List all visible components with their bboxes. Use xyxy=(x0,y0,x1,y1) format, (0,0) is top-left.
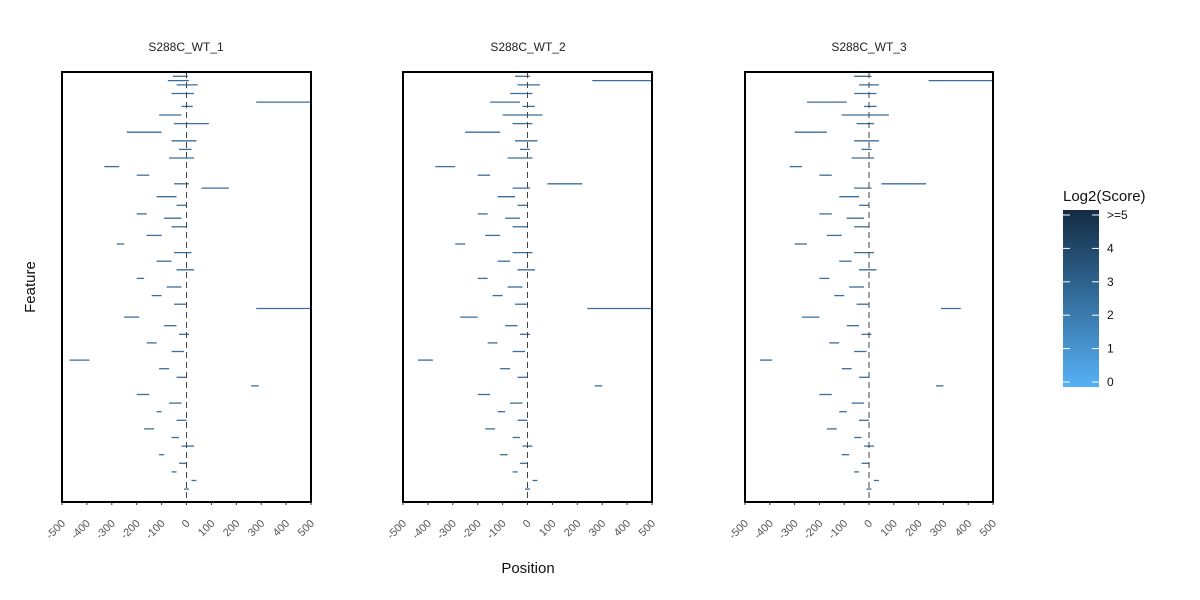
x-tick-label: 100 xyxy=(537,518,558,539)
x-tick-label: 500 xyxy=(637,518,658,539)
panel-2-segments xyxy=(417,75,652,490)
legend-title: Log2(Score) xyxy=(1063,188,1146,205)
x-tick-label: -500 xyxy=(385,518,409,542)
x-tick-label: 400 xyxy=(271,518,292,539)
x-tick-label: 300 xyxy=(928,518,949,539)
x-tick-label: -100 xyxy=(826,518,850,542)
panel-title-2: S288C_WT_2 xyxy=(490,40,566,54)
x-tick-label: -400 xyxy=(69,518,93,542)
x-tick-label: 100 xyxy=(878,518,899,539)
x-tick-label: -100 xyxy=(485,518,509,542)
y-axis-title: Feature xyxy=(22,261,39,313)
x-tick-label: 200 xyxy=(562,518,583,539)
legend-label: 1 xyxy=(1107,342,1114,356)
x-tick-label: -200 xyxy=(460,518,484,542)
panel-title-1: S288C_WT_1 xyxy=(148,40,224,54)
color-legend: Log2(Score) >=5 4 3 2 1 0 xyxy=(1063,188,1146,389)
panel-2: S288C_WT_2 -500 -400 -300 -200 -100 0 100 200 30… xyxy=(385,40,658,542)
legend-ticks: >=5 4 3 2 1 0 xyxy=(1063,208,1128,389)
x-tick-label: 100 xyxy=(196,518,217,539)
legend-label: 2 xyxy=(1107,308,1114,322)
panel-1-segments xyxy=(69,75,311,490)
x-tick-label: -400 xyxy=(410,518,434,542)
x-tick-label: 0 xyxy=(862,518,875,531)
panel-3-segments xyxy=(759,75,993,490)
x-tick-label: 200 xyxy=(221,518,242,539)
x-tick-label: -500 xyxy=(44,518,68,542)
panel-2-x-ticks: -500 -400 -300 -200 -100 0 100 200 300 400 500 xyxy=(385,502,658,542)
panel-title-3: S288C_WT_3 xyxy=(831,40,907,54)
x-tick-label: 0 xyxy=(180,518,193,531)
x-axis-title: Position xyxy=(501,560,554,577)
legend-colorbar xyxy=(1063,210,1099,387)
x-tick-label: -300 xyxy=(435,518,459,542)
legend-label: 0 xyxy=(1107,375,1114,389)
legend-label: 3 xyxy=(1107,275,1114,289)
panel-3: S288C_WT_3 -500 -400 -300 -200 -100 0 100 200 30… xyxy=(727,40,999,542)
x-tick-label: 200 xyxy=(903,518,924,539)
x-tick-label: 500 xyxy=(978,518,999,539)
x-tick-label: -200 xyxy=(801,518,825,542)
panel-3-x-ticks: -500 -400 -300 -200 -100 0 100 200 300 400 500 xyxy=(727,502,999,542)
panel-1: S288C_WT_1 -500 -400 -300 -200 -100 0 100 200 30… xyxy=(44,40,317,542)
legend-label: >=5 xyxy=(1107,208,1128,222)
x-tick-label: 400 xyxy=(612,518,633,539)
x-tick-label: -100 xyxy=(144,518,168,542)
x-tick-label: 0 xyxy=(521,518,534,531)
x-tick-label: -400 xyxy=(752,518,776,542)
panel-1-x-ticks: -500 -400 -300 -200 -100 0 100 200 300 400 500 xyxy=(44,502,317,542)
x-tick-label: -300 xyxy=(777,518,801,542)
x-tick-label: 400 xyxy=(953,518,974,539)
x-tick-label: -500 xyxy=(727,518,751,542)
x-tick-label: -300 xyxy=(94,518,118,542)
x-tick-label: -200 xyxy=(119,518,143,542)
x-tick-label: 300 xyxy=(587,518,608,539)
x-tick-label: 300 xyxy=(246,518,267,539)
x-tick-label: 500 xyxy=(296,518,317,539)
legend-label: 4 xyxy=(1107,241,1114,255)
